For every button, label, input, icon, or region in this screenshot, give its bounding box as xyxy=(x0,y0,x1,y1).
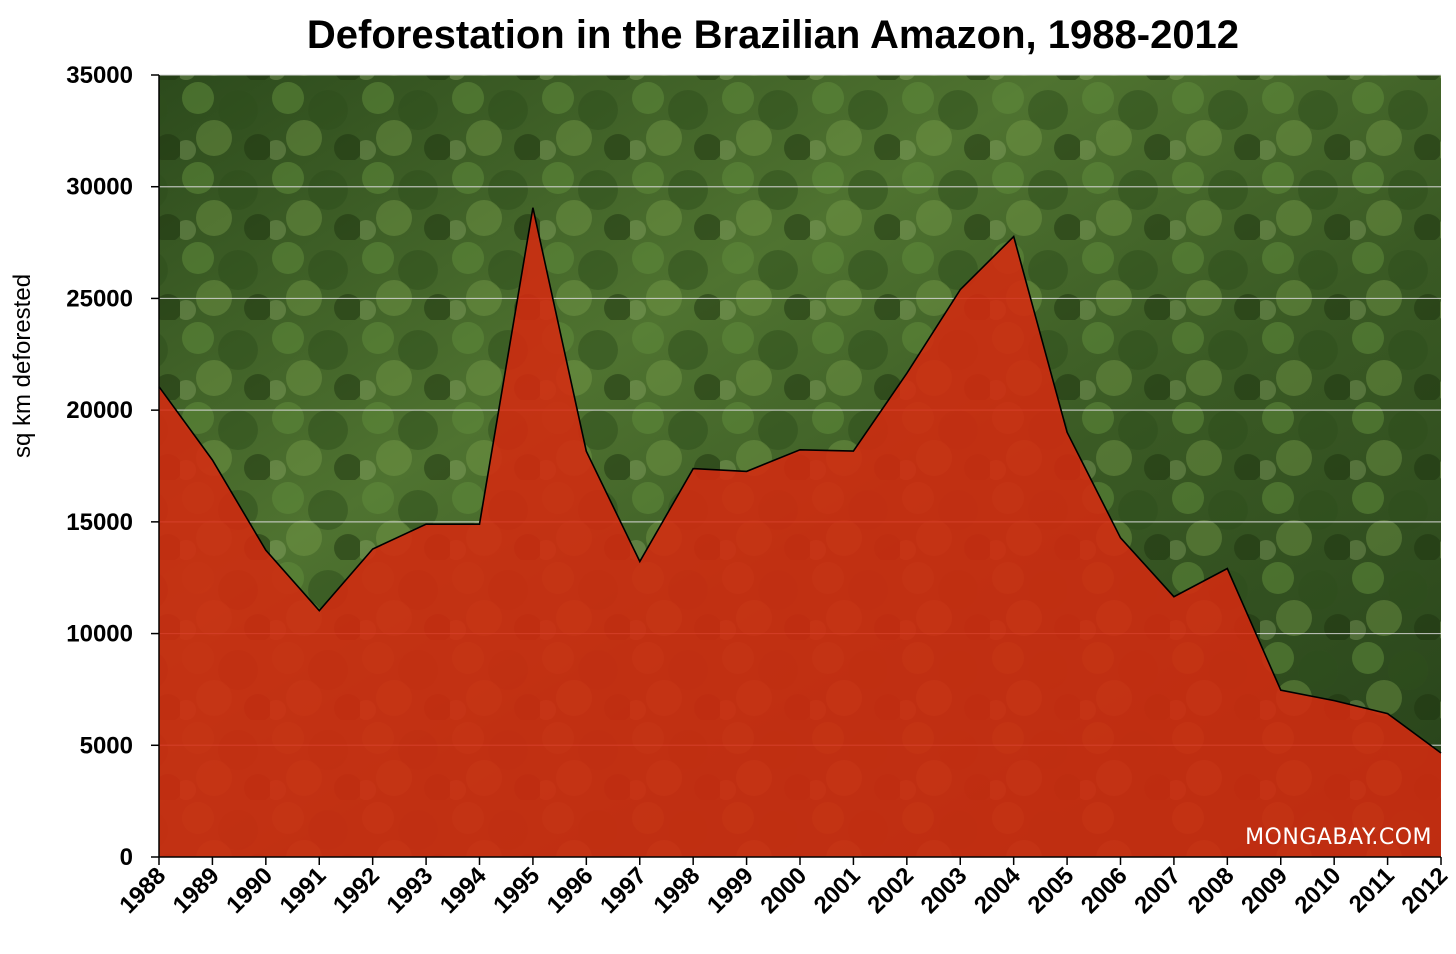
x-tick-label-2012: 2012 xyxy=(1396,862,1453,919)
x-tick-label-2007: 2007 xyxy=(1129,862,1186,919)
y-axis-ticks: 0 5000 10000 15000 20000 25000 30000 35000 xyxy=(66,62,159,871)
x-tick-label-1994: 1994 xyxy=(435,862,492,919)
x-tick-label-1992: 1992 xyxy=(328,862,385,919)
area-fill xyxy=(159,207,1441,857)
x-tick-label-2000: 2000 xyxy=(755,862,812,919)
y-axis-label: sq km deforested xyxy=(9,274,36,458)
x-tick-label-1989: 1989 xyxy=(168,862,225,919)
y-tick-label-30000: 30000 xyxy=(66,174,133,201)
x-tick-label-1996: 1996 xyxy=(542,862,599,919)
x-tick-label-1998: 1998 xyxy=(649,862,706,919)
y-tick-label-0: 0 xyxy=(120,844,133,871)
x-tick-label-2002: 2002 xyxy=(862,862,919,919)
x-tick-label-1990: 1990 xyxy=(221,862,278,919)
y-tick-label-15000: 15000 xyxy=(66,509,133,536)
x-tick-label-2004: 2004 xyxy=(969,862,1026,919)
x-tick-label-2009: 2009 xyxy=(1236,862,1293,919)
y-tick-label-25000: 25000 xyxy=(66,285,133,312)
x-tick-label-2001: 2001 xyxy=(809,862,866,919)
y-tick-label-20000: 20000 xyxy=(66,397,133,424)
y-tick-label-35000: 35000 xyxy=(66,62,133,89)
x-tick-label-2006: 2006 xyxy=(1076,862,1133,919)
x-tick-label-2003: 2003 xyxy=(916,862,973,919)
x-tick-label-2008: 2008 xyxy=(1183,862,1240,919)
credit-watermark: MONGABAY.COM xyxy=(1245,825,1432,850)
area-outline xyxy=(158,207,1442,754)
x-tick-label-1995: 1995 xyxy=(488,862,545,919)
x-tick-label-1999: 1999 xyxy=(702,862,759,919)
x-tick-label-1997: 1997 xyxy=(595,862,652,919)
x-tick-label-2010: 2010 xyxy=(1290,862,1347,919)
x-axis-ticks: 1988198919901991199219931994199519961997… xyxy=(114,857,1453,919)
x-tick-label-1993: 1993 xyxy=(381,862,438,919)
area-series xyxy=(158,207,1442,857)
x-tick-label-2011: 2011 xyxy=(1344,862,1400,918)
y-tick-label-10000: 10000 xyxy=(66,621,133,648)
x-tick-label-1991: 1991 xyxy=(275,862,332,919)
y-tick-label-5000: 5000 xyxy=(80,732,133,759)
chart-title: Deforestation in the Brazilian Amazon, 1… xyxy=(307,13,1239,57)
x-tick-label-2005: 2005 xyxy=(1022,862,1079,919)
